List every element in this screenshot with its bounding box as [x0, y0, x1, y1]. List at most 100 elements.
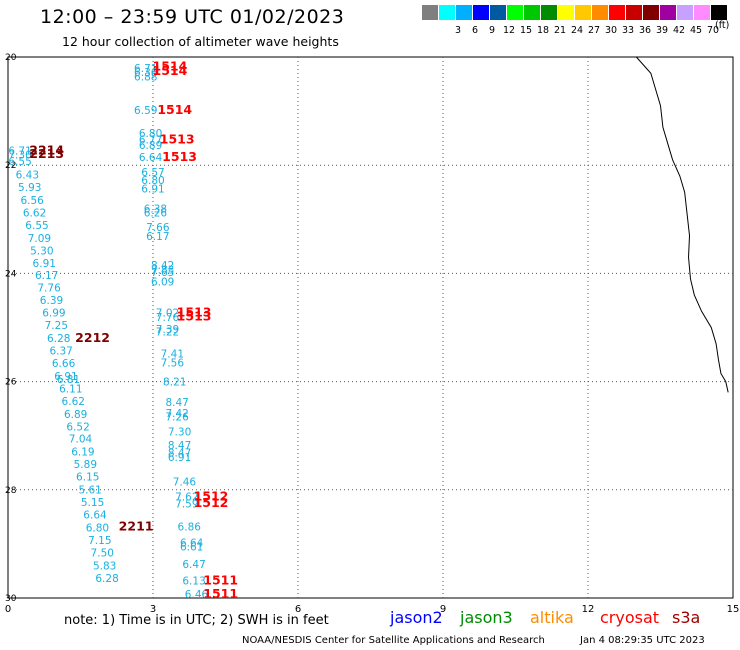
- wave-height-label: 7.39: [156, 324, 179, 336]
- wave-height-label: 7.41: [161, 348, 184, 360]
- color-scale-label: 3: [454, 25, 462, 36]
- color-swatch: [711, 5, 727, 20]
- legend-item-jason2: jason2: [390, 608, 443, 627]
- wave-height-label: 6.71: [8, 145, 31, 157]
- pass-time-label: 1513: [162, 149, 197, 164]
- wave-height-label: 6.66: [52, 358, 76, 370]
- pass-time-label: 1514: [157, 102, 192, 117]
- wave-height-label: 6.86: [178, 521, 202, 533]
- color-swatch: [694, 5, 710, 20]
- legend-item-altika: altika: [530, 608, 574, 627]
- color-swatch: [592, 5, 608, 20]
- coastline: [635, 56, 729, 393]
- pass-time-label: 1511: [203, 586, 238, 601]
- chart-title: 12:00 – 23:59 UTC 01/02/2023: [40, 6, 345, 28]
- wave-height-label: 6.89: [139, 140, 162, 152]
- map-frame: [7, 56, 734, 599]
- wave-height-label: 7.42: [165, 408, 188, 420]
- wave-height-label: 7.50: [91, 547, 114, 559]
- lon-tick-label: 15: [727, 604, 740, 615]
- footer-credit: NOAA/NESDIS Center for Satellite Applica…: [242, 635, 545, 646]
- color-swatch: [677, 5, 693, 20]
- wave-height-label: 6.09: [151, 276, 174, 288]
- wave-height-label: 7.04: [69, 434, 93, 446]
- pass-time-label: 1513: [177, 305, 212, 320]
- wave-height-label: 8.21: [163, 376, 186, 388]
- wave-height-label: 5.89: [74, 459, 97, 471]
- lon-tick-label: 6: [295, 604, 301, 615]
- wave-height-label: 6.91: [168, 452, 191, 464]
- color-swatch: [473, 5, 489, 20]
- wave-height-label: 7.46: [173, 476, 197, 488]
- wave-height-label: 6.11: [59, 383, 82, 395]
- color-swatch: [439, 5, 455, 20]
- wave-height-label: 6.61: [180, 541, 203, 553]
- wave-height-label: 6.15: [76, 472, 99, 484]
- wave-height-label: 6.28: [95, 573, 118, 585]
- color-scale-label: 6: [471, 25, 479, 36]
- color-scale-label: 42: [672, 25, 686, 36]
- lat-tick-label: 22: [5, 161, 16, 171]
- wave-height-label: 6.13: [182, 575, 205, 587]
- wave-height-label: 8.47: [165, 397, 188, 409]
- wave-height-label: 5.61: [78, 485, 101, 497]
- lat-tick-label: 30: [5, 594, 17, 604]
- wave-height-label: 6.39: [40, 295, 63, 307]
- color-swatch: [558, 5, 574, 20]
- color-scale-label: 30: [604, 25, 618, 36]
- color-scale-label: 27: [587, 25, 601, 36]
- footer-timestamp: Jan 4 08:29:35 UTC 2023: [580, 635, 705, 646]
- color-swatch: [456, 5, 472, 20]
- wave-height-label: 6.57: [141, 167, 164, 179]
- color-scale-label: 12: [502, 25, 516, 36]
- color-swatch: [524, 5, 540, 20]
- wave-height-label: 6.64: [139, 152, 163, 164]
- color-swatch: [422, 5, 438, 20]
- wave-height-label: 7.15: [88, 535, 111, 547]
- color-swatch: [643, 5, 659, 20]
- wave-height-label: 6.81: [57, 374, 80, 386]
- legend-item-cryosat: cryosat: [600, 608, 660, 627]
- color-scale-unit: (ft): [715, 20, 730, 31]
- pass-time-label: 1513: [160, 132, 195, 147]
- wave-height-label: 6.89: [64, 409, 87, 421]
- wave-height-label: 6.47: [182, 559, 205, 571]
- wave-height-label: 7.59: [175, 499, 198, 511]
- lat-tick-label: 24: [5, 269, 17, 279]
- wave-height-label: 6.26: [144, 208, 168, 220]
- wave-height-label: 7.30: [168, 427, 191, 439]
- color-scale-label: 39: [655, 25, 669, 36]
- wave-height-label: 6.80: [139, 128, 162, 140]
- wave-height-label: 6.64: [83, 509, 107, 521]
- wave-height-label: 6.46: [185, 589, 209, 601]
- color-scale-label: 70: [706, 25, 720, 36]
- wave-height-label: 7.26: [165, 412, 189, 424]
- wave-height-label: 6.91: [54, 371, 77, 383]
- color-swatch: [541, 5, 557, 20]
- pass-time-label: 1512: [194, 489, 229, 504]
- wave-height-label: 7.22: [156, 327, 179, 339]
- wave-height-label: 6.38: [144, 203, 167, 215]
- wave-height-label: 5.83: [93, 560, 116, 572]
- color-scale-label: 33: [621, 25, 635, 36]
- wave-height-label: 6.19: [71, 447, 94, 459]
- lon-tick-label: 12: [582, 604, 595, 615]
- wave-height-label: 6.71: [134, 63, 157, 75]
- wave-height-label: 6.56: [20, 195, 44, 207]
- wave-height-label: 6.62: [23, 208, 46, 220]
- wave-height-label: 7.65: [151, 267, 174, 279]
- pass-time-label: 1512: [194, 495, 229, 510]
- color-swatch: [490, 5, 506, 20]
- wave-height-label: 7.56: [161, 357, 185, 369]
- wave-height-label: 6.43: [16, 170, 39, 182]
- wave-height-label: 8.47: [168, 447, 191, 459]
- wave-height-label: 5.15: [81, 497, 104, 509]
- wave-height-label: 6.91: [33, 258, 56, 270]
- wave-height-label: 6.55: [8, 156, 31, 168]
- color-scale-label: 15: [519, 25, 533, 36]
- lon-tick-label: 3: [150, 604, 156, 615]
- color-scale-label: 9: [488, 25, 496, 36]
- wave-height-label: 6.37: [49, 346, 72, 358]
- wave-height-label: 5.93: [18, 182, 41, 194]
